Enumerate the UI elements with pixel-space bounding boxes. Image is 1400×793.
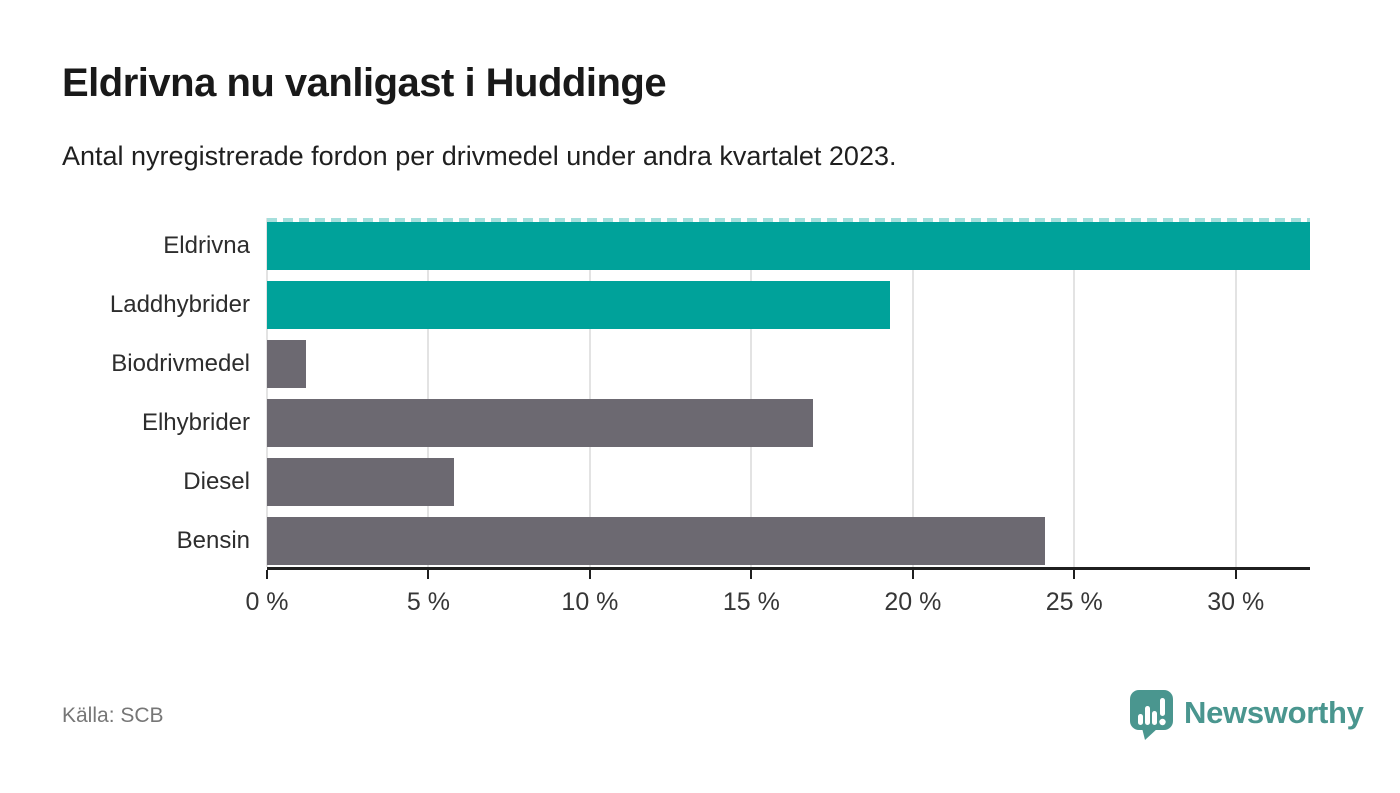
bar-laddhybrider: [267, 281, 891, 329]
bar-row: Bensin: [177, 517, 1310, 565]
category-label: Bensin: [176, 527, 250, 554]
bar-bensin: [267, 517, 1046, 565]
x-axis-tick: [588, 570, 591, 579]
bar-row: Laddhybrider: [110, 281, 1310, 329]
x-axis-tick: [750, 570, 753, 579]
gridline: [750, 218, 753, 567]
bar-diesel: [267, 458, 455, 506]
gridline: [588, 218, 591, 567]
source-text: Källa: SCB: [62, 704, 164, 727]
bar-row: Biodrivmedel: [111, 340, 1310, 388]
category-label: Eldrivna: [163, 232, 250, 259]
bar-row: Elhybrider: [142, 399, 1310, 447]
bar-elhybrider: [267, 399, 813, 447]
x-axis-tick: [1073, 570, 1076, 579]
gridline: [266, 218, 268, 567]
newsworthy-speech-bubble-chart-icon: [1129, 689, 1175, 746]
category-label: Elhybrider: [141, 409, 250, 436]
x-axis-tick-label: 5 %: [406, 588, 450, 616]
gridline: [427, 218, 430, 567]
bar-eldrivna: [267, 222, 1310, 270]
chart-subtitle: Antal nyregistrerade fordon per drivmede…: [62, 141, 897, 171]
gridline: [911, 218, 914, 567]
x-axis-tick-label: 15 %: [722, 588, 780, 616]
bar-biodrivmedel: [267, 340, 306, 388]
x-axis-tick: [427, 570, 430, 579]
x-axis-tick-label: 20 %: [884, 588, 942, 616]
x-axis-tick-label: 10 %: [561, 588, 619, 616]
x-axis-tick-label: 25 %: [1045, 588, 1103, 616]
bar-row: Diesel: [183, 458, 1310, 506]
page-title: Eldrivna nu vanligast i Huddinge: [62, 61, 667, 105]
category-label: Diesel: [183, 468, 250, 495]
category-label: Biodrivmedel: [111, 350, 250, 377]
x-axis-tick-label: 30 %: [1207, 588, 1265, 616]
x-axis-tick: [266, 570, 268, 579]
gridline: [1234, 218, 1237, 567]
axis-truncation-dashes: [267, 218, 1310, 222]
brand-name: Newsworthy: [1184, 694, 1364, 730]
x-axis-line: [267, 567, 1310, 570]
x-axis-tick-label: 0 %: [245, 588, 289, 616]
bar-row: Eldrivna: [163, 222, 1310, 270]
plot-area: Eldrivna Laddhybrider Biodrivmedel Elhybrid…: [110, 218, 1310, 616]
gridline: [1073, 218, 1076, 567]
x-axis-tick: [911, 570, 914, 579]
x-axis-tick: [1234, 570, 1237, 579]
newsworthy-logo[interactable]: Newsworthy: [1129, 689, 1364, 746]
category-label: Laddhybrider: [109, 291, 250, 318]
